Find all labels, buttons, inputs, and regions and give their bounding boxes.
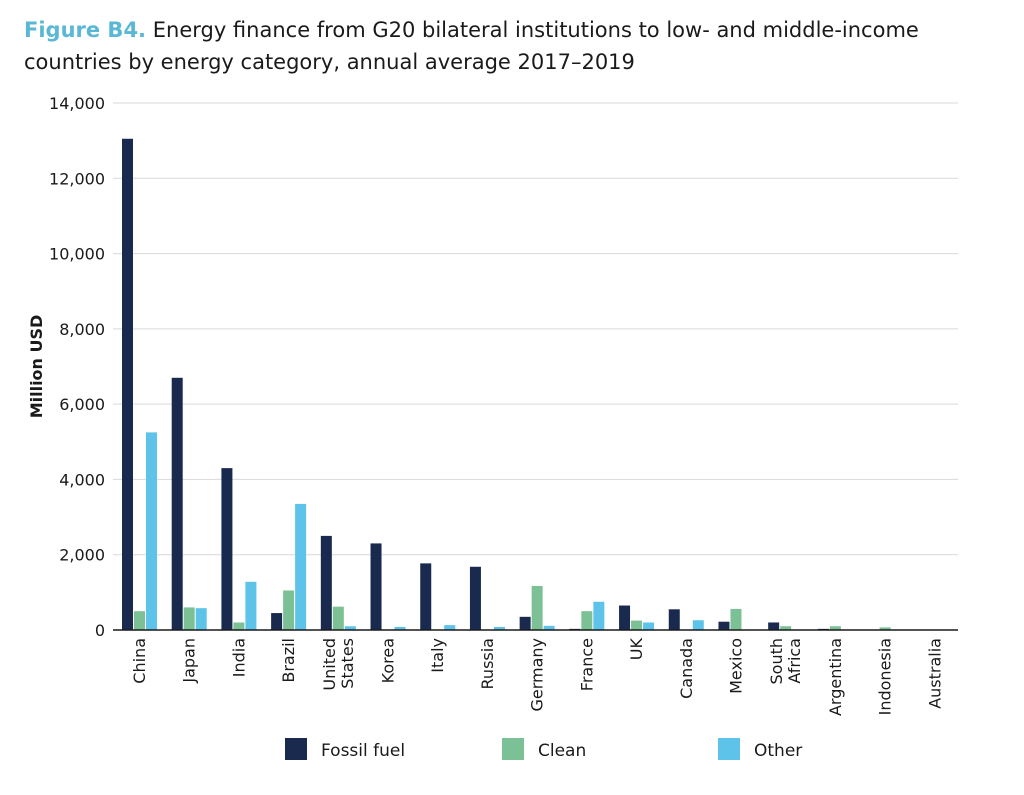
x-tick-label-line: Italy	[428, 638, 447, 673]
figure-label: Figure B4.	[24, 18, 147, 42]
x-tick-label-line: Mexico	[726, 638, 745, 694]
legend-label-clean: Clean	[538, 741, 586, 761]
x-tick-label: Italy	[428, 638, 447, 673]
x-tick-label: Brazil	[279, 638, 298, 683]
bar-fossil-fuel	[668, 609, 680, 630]
x-tick-label-line: States	[338, 638, 357, 689]
x-tick-label-line: Japan	[180, 638, 199, 684]
legend-label-other: Other	[754, 741, 802, 761]
x-tick-label-line: Brazil	[279, 638, 298, 683]
x-tick-label-line: Indonesia	[876, 638, 895, 715]
bar-clean	[879, 627, 891, 630]
legend-label-fossil-fuel: Fossil fuel	[321, 741, 405, 761]
y-tick-label: 8,000	[59, 320, 105, 339]
bar-other	[394, 626, 406, 630]
chart-title-text: Energy finance from G20 bilateral instit…	[24, 18, 919, 74]
x-tick-label: Mexico	[726, 638, 745, 694]
y-tick-label: 6,000	[59, 395, 105, 414]
x-tick-label-line: Korea	[379, 638, 398, 683]
x-tick-label: UnitedStates	[320, 638, 357, 691]
x-tick-label-line: Australia	[925, 638, 944, 709]
x-tick-label-line: Russia	[478, 638, 497, 689]
bar-other	[146, 432, 157, 630]
bar-clean	[581, 611, 593, 630]
x-tick-label: India	[229, 638, 248, 677]
y-tick-label: 14,000	[49, 94, 105, 113]
x-tick-label-line: India	[229, 638, 248, 677]
bar-fossil-fuel	[370, 543, 382, 630]
bar-clean	[631, 620, 643, 630]
x-tick-label-line: France	[577, 638, 596, 691]
x-tick-label: Canada	[677, 638, 696, 699]
bar-clean	[829, 626, 841, 630]
x-tick-label-line: China	[130, 638, 149, 684]
bar-fossil-fuel	[619, 605, 631, 630]
x-tick-label-line: South	[767, 638, 786, 685]
x-tick-label: Argentina	[826, 638, 845, 716]
x-tick-label-line: UK	[627, 637, 646, 660]
x-tick-label: Indonesia	[876, 638, 895, 715]
x-tick-label: Germany	[528, 638, 547, 712]
y-axis-label: Million USD	[27, 315, 46, 419]
x-tick-label: SouthAfrica	[767, 638, 804, 685]
y-tick-label: 10,000	[49, 245, 105, 264]
x-tick-label-line: Canada	[677, 638, 696, 699]
bar-other	[444, 625, 456, 630]
y-tick-label: 2,000	[59, 546, 105, 565]
bar-clean	[780, 626, 792, 630]
x-tick-label: France	[577, 638, 596, 691]
legend-swatch-other	[718, 738, 740, 760]
x-tick-label: Russia	[478, 638, 497, 689]
x-tick-label: China	[130, 638, 149, 684]
bar-fossil-fuel	[320, 535, 332, 630]
chart-title: Figure B4. Energy finance from G20 bilat…	[24, 14, 984, 78]
x-tick-label: UK	[627, 637, 646, 660]
bar-fossil-fuel	[469, 566, 481, 630]
bar-clean	[283, 590, 295, 630]
y-tick-label: 0	[95, 621, 105, 640]
bar-other	[493, 626, 505, 630]
x-tick-label-line: United	[320, 638, 339, 691]
bar-clean	[531, 585, 543, 630]
bar-fossil-fuel	[171, 377, 183, 630]
x-tick-label-line: Germany	[528, 638, 547, 712]
bar-clean	[332, 606, 344, 630]
bar-fossil-fuel	[768, 622, 780, 630]
bar-other	[593, 601, 605, 630]
bar-other	[344, 626, 356, 630]
x-tick-label: Australia	[925, 638, 944, 709]
bar-other	[543, 625, 555, 630]
x-tick-label-line: Argentina	[826, 638, 845, 716]
bar-fossil-fuel	[271, 613, 283, 630]
bar-other	[692, 620, 704, 630]
legend-swatch-clean	[502, 738, 524, 760]
x-tick-label: Japan	[180, 638, 199, 684]
bar-fossil-fuel	[122, 138, 133, 630]
bar-fossil-fuel	[420, 563, 432, 630]
legend-swatch-fossil-fuel	[285, 738, 307, 760]
bar-fossil-fuel	[221, 468, 233, 630]
x-tick-label: Korea	[379, 638, 398, 683]
bar-fossil-fuel	[718, 621, 730, 630]
bar-clean	[730, 608, 742, 630]
bar-other	[295, 503, 307, 630]
y-tick-label: 4,000	[59, 470, 105, 489]
bar-clean	[183, 607, 195, 630]
bar-clean	[233, 622, 245, 630]
y-tick-label: 12,000	[49, 169, 105, 188]
bar-other	[245, 581, 257, 630]
bar-other	[195, 608, 207, 630]
bar-other	[643, 622, 655, 630]
bar-fossil-fuel	[519, 616, 531, 630]
x-tick-label-line: Africa	[785, 638, 804, 684]
bar-clean	[134, 611, 145, 630]
